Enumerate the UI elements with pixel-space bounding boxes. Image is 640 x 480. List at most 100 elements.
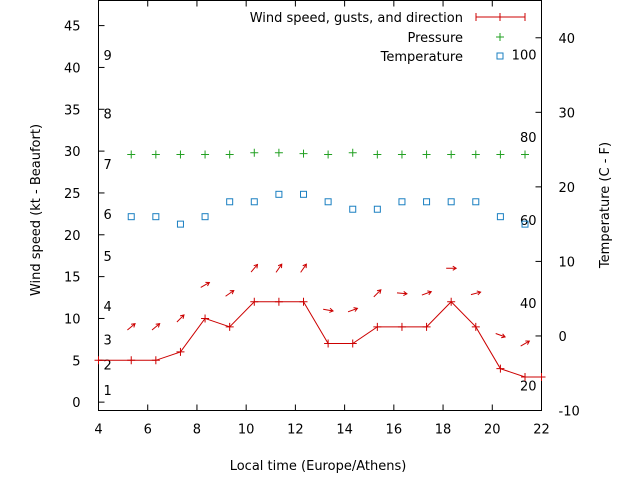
y-left-tick-label: 25	[64, 187, 81, 202]
temperature-point	[201, 213, 209, 221]
y-right-tick-label: 10	[559, 255, 576, 270]
temperature-point	[373, 205, 381, 213]
pressure-point	[176, 150, 185, 159]
wind-direction-arrow	[300, 263, 307, 273]
y-right-axis-label: Temperature (C - F)	[598, 142, 613, 269]
wind-speed-point	[127, 356, 136, 365]
fahrenheit-label: 20	[520, 380, 537, 395]
wind-speed-point	[324, 339, 333, 348]
x-axis-label: Local time (Europe/Athens)	[230, 459, 407, 474]
legend-label-temperature: Temperature	[380, 50, 463, 65]
fahrenheit-label: 100	[512, 48, 537, 63]
y-right-tick-label: 30	[559, 106, 576, 121]
pressure-point	[250, 148, 259, 157]
y-left-axis-label: Wind speed (kt - Beaufort)	[29, 124, 44, 296]
y-right-tick-label: 20	[559, 181, 576, 196]
x-tick-label: 8	[193, 423, 201, 438]
x-tick-label: 4	[94, 423, 102, 438]
wind-speed-point	[250, 297, 259, 306]
beaufort-label: 1	[104, 384, 112, 399]
pressure-point	[496, 150, 505, 159]
wind-direction-arrow	[200, 281, 211, 288]
y-right-tick-label: -10	[559, 405, 580, 420]
legend-label-pressure: Pressure	[407, 31, 463, 46]
temperature-point	[447, 198, 455, 206]
wind-speed-point	[299, 297, 308, 306]
y-left-tick-label: 0	[72, 396, 80, 411]
wind-speed-point	[496, 364, 505, 373]
pressure-point	[127, 150, 136, 159]
wind-speed-point	[201, 314, 210, 323]
wind-speed-point	[521, 373, 530, 382]
wind-direction-arrow	[151, 322, 161, 331]
y-left-tick-label: 15	[64, 271, 81, 286]
wind-direction-arrow	[373, 289, 382, 298]
wind-direction-arrow	[495, 333, 506, 339]
wind-direction-arrow	[176, 314, 185, 323]
wind-direction-arrow	[421, 290, 433, 296]
y-right-tick-label: 0	[559, 330, 567, 345]
wind-speed-point	[471, 322, 480, 331]
wind-speed-point	[537, 373, 546, 382]
pressure-point	[447, 150, 456, 159]
pressure-point	[151, 150, 160, 159]
temperature-point	[275, 190, 283, 198]
pressure-point	[521, 150, 530, 159]
wind-speed-point	[348, 339, 357, 348]
wind-speed-point	[151, 356, 160, 365]
temperature-point	[300, 190, 308, 198]
y-left-tick-label: 30	[64, 145, 81, 160]
wind-speed-point	[373, 322, 382, 331]
temperature-point	[127, 213, 135, 221]
x-tick-label: 12	[287, 423, 304, 438]
wind-speed-point	[397, 322, 406, 331]
wind-speed-point	[225, 322, 234, 331]
wind-direction-arrow	[446, 265, 458, 271]
wind-direction-arrow	[323, 307, 334, 313]
beaufort-label: 9	[104, 49, 112, 64]
beaufort-label: 3	[104, 334, 112, 349]
pressure-point	[348, 148, 357, 157]
legend-swatch-temperature	[496, 52, 504, 60]
pressure-point	[274, 148, 283, 157]
temperature-point	[250, 198, 258, 206]
temperature-point	[152, 213, 160, 221]
pressure-point	[471, 150, 480, 159]
y-left-tick-label: 35	[64, 103, 81, 118]
x-tick-label: 18	[435, 423, 452, 438]
wind-speed-point	[447, 297, 456, 306]
y-left-tick-label: 5	[72, 354, 80, 369]
beaufort-label: 5	[104, 250, 112, 265]
temperature-point	[349, 205, 357, 213]
temperature-point	[496, 213, 504, 221]
wind-speed-point	[94, 356, 103, 365]
wind-direction-arrow	[127, 322, 136, 331]
pressure-point	[299, 149, 308, 158]
pressure-point	[422, 150, 431, 159]
ticks-layer: 4 6 8 10 12 14 16 18 20 22051015202530354045-1001…	[64, 0, 580, 438]
temperature-point	[226, 198, 234, 206]
wind-speed-point	[274, 297, 283, 306]
temperature-point	[423, 198, 431, 206]
plot-frame	[98, 0, 542, 411]
y-left-tick-label: 40	[64, 61, 81, 76]
x-tick-label: 22	[533, 423, 550, 438]
wind-direction-arrow	[520, 340, 531, 347]
wind-direction-arrow	[470, 290, 482, 296]
x-tick-label: 20	[484, 423, 501, 438]
pressure-point	[225, 150, 234, 159]
fahrenheit-label: 80	[520, 131, 537, 146]
beaufort-label: 8	[104, 108, 112, 123]
wind-direction-arrow	[347, 307, 359, 313]
wind-direction-arrow	[250, 263, 259, 273]
pressure-point	[201, 150, 210, 159]
legend-label-wind: Wind speed, gusts, and direction	[250, 11, 463, 26]
temperature-point	[398, 198, 406, 206]
beaufort-label: 2	[104, 359, 112, 374]
beaufort-label: 4	[104, 300, 112, 315]
pressure-point	[373, 150, 382, 159]
legend: Wind speed, gusts, and direction Pressur…	[250, 11, 526, 65]
y-left-tick-label: 20	[64, 229, 81, 244]
temperature-point	[324, 198, 332, 206]
